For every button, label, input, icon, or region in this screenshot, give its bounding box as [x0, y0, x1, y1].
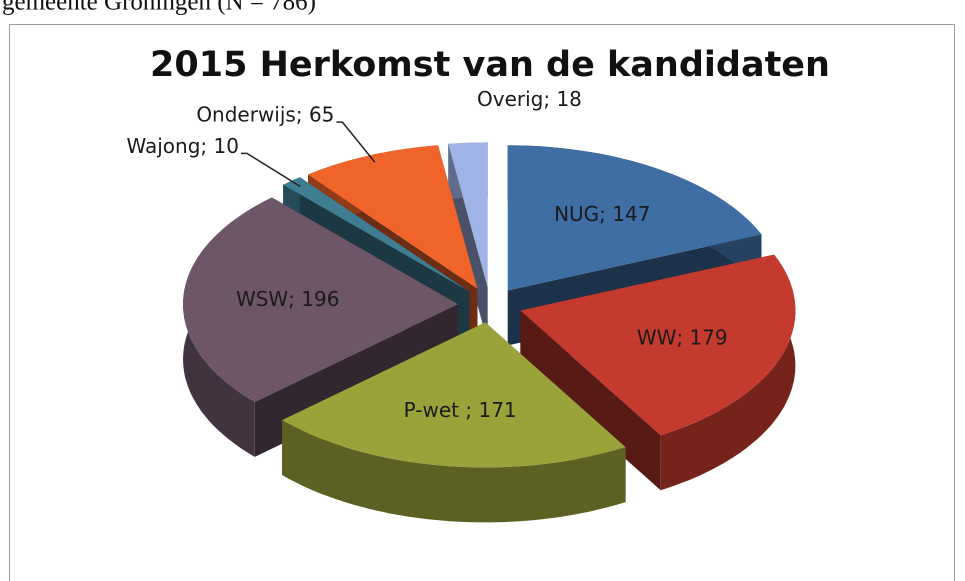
slice-side [520, 310, 661, 491]
leader-line [240, 152, 301, 188]
frame [9, 24, 955, 581]
data-label: WSW; 196 [236, 287, 340, 311]
slice: Overig [448, 142, 488, 343]
data-label: P-wet ; 171 [404, 398, 517, 422]
chart-title: 2015 Herkomst van de kandidaten [150, 45, 830, 85]
slice-wall [282, 420, 626, 523]
slice-top [448, 142, 488, 288]
data-label: Overig; 18 [477, 87, 582, 111]
slice-top [507, 145, 762, 291]
caption: gemeente Groningen (N = 786) [2, 0, 316, 16]
slice-top [520, 254, 796, 436]
slice-top [282, 322, 626, 468]
slice-wall [660, 254, 796, 491]
slice: P-wet [282, 322, 626, 523]
slice-top [183, 197, 458, 402]
data-label: Wajong; 10 [126, 134, 238, 158]
data-label: Onderwijs; 65 [196, 103, 334, 127]
data-label: WW; 179 [637, 325, 728, 349]
slice-top [308, 145, 478, 289]
slice-top [283, 177, 470, 292]
slice: WW [520, 254, 796, 491]
leader-line [336, 121, 376, 163]
data-label: NUG; 147 [554, 202, 650, 226]
